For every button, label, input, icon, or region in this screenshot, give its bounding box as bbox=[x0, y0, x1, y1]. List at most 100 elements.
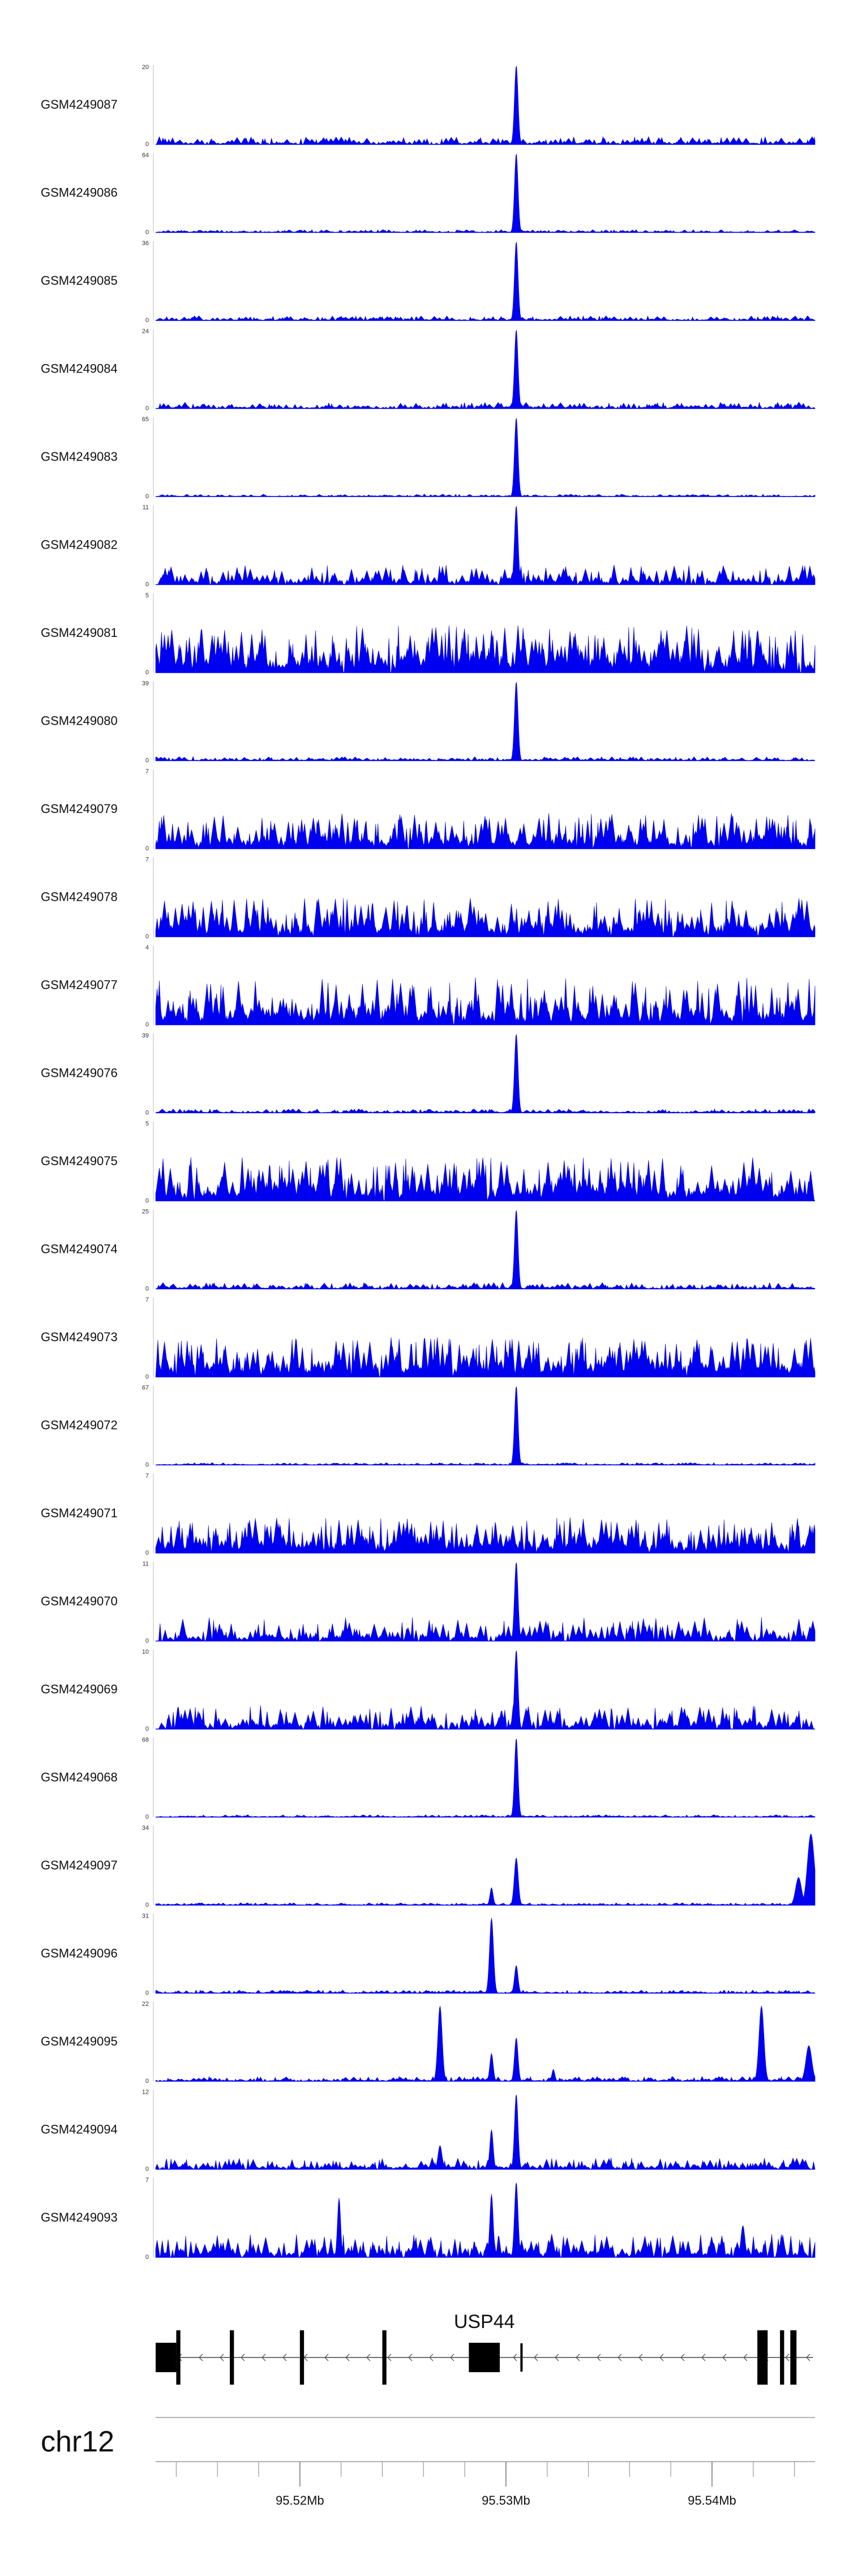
axis-tick-label: 95.52Mb bbox=[276, 2493, 324, 2507]
track-ymax-label: 24 bbox=[142, 328, 149, 335]
track-GSM4249085: GSM4249085 36 0 bbox=[41, 240, 816, 324]
track-ymax-label: 34 bbox=[142, 1825, 149, 1832]
strand-arrow bbox=[555, 2354, 559, 2361]
track-label: GSM4249077 bbox=[41, 978, 118, 992]
track-ymin-label: 0 bbox=[145, 1814, 149, 1821]
track-GSM4249084: GSM4249084 24 0 bbox=[41, 328, 816, 412]
track-ymax-label: 12 bbox=[142, 2089, 149, 2096]
gene-exon bbox=[790, 2330, 797, 2385]
coverage-area bbox=[155, 898, 816, 937]
track-ymin-label: 0 bbox=[145, 1462, 149, 1469]
track-GSM4249094: GSM4249094 12 0 bbox=[41, 2089, 816, 2173]
track-GSM4249083: GSM4249083 65 0 bbox=[41, 416, 816, 500]
track-GSM4249070: GSM4249070 11 0 bbox=[41, 1561, 816, 1645]
track-label: GSM4249097 bbox=[41, 1858, 118, 1872]
gene-exon bbox=[299, 2330, 305, 2385]
chromosome-label: chr12 bbox=[41, 2425, 114, 2458]
track-ymax-label: 65 bbox=[142, 416, 149, 423]
coverage-area bbox=[155, 625, 816, 673]
track-label: GSM4249075 bbox=[41, 1154, 118, 1168]
genomic-axis: chr12 95.52Mb 95.53Mb 95.54Mb bbox=[41, 2417, 815, 2507]
strand-arrow bbox=[513, 2354, 517, 2361]
track-ymax-label: 31 bbox=[142, 1913, 149, 1920]
track-ymin-label: 0 bbox=[145, 581, 149, 588]
track-GSM4249071: GSM4249071 7 0 bbox=[41, 1473, 816, 1556]
track-ymin-label: 0 bbox=[145, 1902, 149, 1909]
track-ymin-label: 0 bbox=[145, 1110, 149, 1116]
track-ymax-label: 39 bbox=[142, 681, 149, 687]
track-GSM4249074: GSM4249074 25 0 bbox=[41, 1209, 816, 1293]
track-ymin-label: 0 bbox=[145, 1197, 149, 1204]
track-label: GSM4249072 bbox=[41, 1418, 118, 1432]
coverage-area bbox=[155, 242, 816, 321]
coverage-area bbox=[155, 2094, 816, 2170]
track-ymax-label: 68 bbox=[142, 1737, 149, 1744]
gene-exon bbox=[469, 2343, 500, 2372]
track-ymin-label: 0 bbox=[145, 1726, 149, 1732]
strand-arrow bbox=[345, 2354, 350, 2361]
track-GSM4249072: GSM4249072 67 0 bbox=[41, 1385, 816, 1469]
track-label: GSM4249086 bbox=[41, 186, 118, 200]
strand-arrow bbox=[680, 2354, 685, 2361]
track-GSM4249081: GSM4249081 5 0 bbox=[41, 592, 816, 676]
strand-arrow bbox=[576, 2354, 580, 2361]
strand-arrow bbox=[722, 2354, 727, 2361]
strand-arrow bbox=[199, 2354, 203, 2361]
track-label: GSM4249073 bbox=[41, 1330, 118, 1344]
track-label: GSM4249074 bbox=[41, 1242, 118, 1256]
coverage-area bbox=[156, 1562, 816, 1642]
strand-arrow bbox=[743, 2354, 748, 2361]
strand-arrow bbox=[324, 2354, 329, 2361]
strand-arrow bbox=[659, 2354, 664, 2361]
coverage-area bbox=[156, 418, 816, 497]
gene-exon bbox=[780, 2330, 784, 2385]
strand-arrow bbox=[408, 2354, 413, 2361]
track-ymin-label: 0 bbox=[145, 141, 149, 148]
coverage-area bbox=[156, 66, 816, 145]
track-label: GSM4249071 bbox=[41, 1506, 118, 1520]
track-ymax-label: 10 bbox=[142, 1649, 149, 1655]
track-ymin-label: 0 bbox=[145, 1286, 149, 1293]
track-label: GSM4249096 bbox=[41, 1946, 118, 1961]
strand-arrow bbox=[282, 2354, 287, 2361]
track-label: GSM4249094 bbox=[41, 2123, 118, 2137]
track-GSM4249095: GSM4249095 22 0 bbox=[41, 2001, 816, 2085]
coverage-area bbox=[155, 977, 816, 1026]
track-GSM4249087: GSM4249087 20 0 bbox=[41, 64, 816, 148]
track-GSM4249097: GSM4249097 34 0 bbox=[41, 1825, 816, 1909]
strand-arrow bbox=[806, 2354, 811, 2361]
coverage-area bbox=[155, 682, 815, 761]
track-ymax-label: 7 bbox=[145, 1473, 149, 1479]
track-ymax-label: 5 bbox=[145, 1120, 149, 1127]
track-GSM4249096: GSM4249096 31 0 bbox=[41, 1913, 816, 1997]
coverage-tracks: GSM4249087200GSM4249086640GSM4249085360G… bbox=[41, 64, 816, 2261]
track-ymin-label: 0 bbox=[145, 405, 149, 412]
track-ymax-label: 67 bbox=[142, 1385, 149, 1392]
track-label: GSM4249083 bbox=[41, 450, 118, 464]
gene-exon bbox=[520, 2343, 523, 2372]
track-GSM4249093: GSM4249093 7 0 bbox=[41, 2177, 816, 2261]
track-GSM4249068: GSM4249068 68 0 bbox=[41, 1737, 816, 1821]
track-GSM4249082: GSM4249082 11 0 bbox=[41, 504, 816, 588]
track-ymin-label: 0 bbox=[145, 1990, 149, 1997]
coverage-area bbox=[156, 1738, 816, 1817]
track-label: GSM4249085 bbox=[41, 273, 118, 288]
track-ymax-label: 22 bbox=[142, 2001, 149, 2008]
strand-arrow bbox=[638, 2354, 643, 2361]
track-ymin-label: 0 bbox=[145, 669, 149, 676]
track-ymin-label: 0 bbox=[145, 758, 149, 764]
strand-arrow bbox=[701, 2354, 706, 2361]
track-ymax-label: 7 bbox=[145, 857, 149, 863]
track-ymax-label: 11 bbox=[143, 1561, 149, 1568]
track-ymin-label: 0 bbox=[145, 1638, 149, 1645]
track-ymin-label: 0 bbox=[145, 493, 149, 500]
track-GSM4249069: GSM4249069 10 0 bbox=[41, 1649, 815, 1732]
strand-arrow bbox=[261, 2354, 266, 2361]
track-ymax-label: 7 bbox=[145, 1296, 149, 1303]
track-ymin-label: 0 bbox=[145, 2254, 149, 2261]
axis-tick-label: 95.53Mb bbox=[482, 2493, 530, 2507]
track-ymax-label: 11 bbox=[143, 504, 149, 511]
coverage-area bbox=[156, 330, 816, 409]
gene-exon bbox=[382, 2330, 387, 2385]
